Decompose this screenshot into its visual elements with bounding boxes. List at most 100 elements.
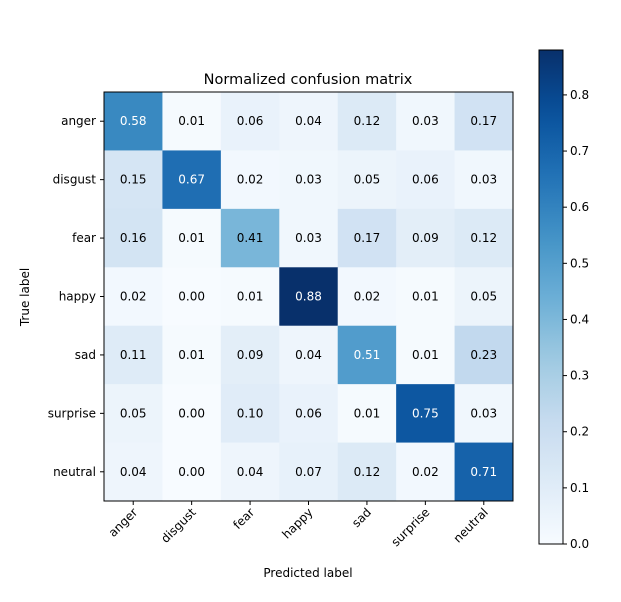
colorbar-tick-label: 0.3 <box>570 369 589 383</box>
cell-value-label: 0.16 <box>120 231 147 245</box>
cell-value-label: 0.71 <box>470 465 497 479</box>
cell-value-label: 0.04 <box>237 465 264 479</box>
y-axis-ticks: anger disgust fear happy sad surprise neutral <box>48 114 104 479</box>
heatmap-cell <box>162 92 222 151</box>
heatmap-cell <box>220 384 280 444</box>
heatmap-cell <box>279 325 339 385</box>
heatmap-cell <box>220 325 280 385</box>
cell-value-label: 0.02 <box>412 465 439 479</box>
heatmap-cell <box>337 150 397 210</box>
heatmap-cell <box>396 325 456 385</box>
cell-value-label: 0.11 <box>120 348 147 362</box>
cell-value-label: 0.12 <box>354 465 381 479</box>
cell-value-label: 0.05 <box>120 406 147 420</box>
heatmap-cell <box>396 208 456 268</box>
y-tick-label: anger <box>61 114 96 128</box>
cell-value-label: 0.12 <box>354 114 381 128</box>
x-axis-label: Predicted label <box>263 566 352 580</box>
x-tick-label: happy <box>279 505 315 541</box>
cell-value-label: 0.17 <box>470 114 497 128</box>
heatmap-cell <box>220 267 280 327</box>
cell-value-label: 0.03 <box>470 406 497 420</box>
heatmap-cell <box>337 384 397 444</box>
heatmap-cell <box>396 150 456 210</box>
cell-value-label: 0.06 <box>295 406 322 420</box>
cell-value-label: 0.01 <box>237 290 264 304</box>
heatmap-cell <box>104 267 163 327</box>
cell-value-label: 0.04 <box>295 114 322 128</box>
heatmap-cell <box>454 442 514 502</box>
colorbar-tick-label: 0.8 <box>570 88 589 102</box>
y-axis-label: True label <box>18 268 32 327</box>
heatmap-cell <box>396 267 456 327</box>
heatmap-cell <box>162 267 222 327</box>
cell-value-label: 0.07 <box>295 465 322 479</box>
heatmap-cell <box>220 208 280 268</box>
heatmap-cell <box>104 208 163 268</box>
cell-value-label: 0.10 <box>237 406 264 420</box>
heatmap-cell <box>396 92 456 151</box>
x-axis-ticks: anger disgust fear happy sad surprise neutral <box>106 501 491 549</box>
heatmap-cell <box>104 92 163 151</box>
heatmap-cell <box>104 150 163 210</box>
cell-value-label: 0.09 <box>412 231 439 245</box>
y-tick-label: happy <box>59 290 96 304</box>
cell-value-label: 0.00 <box>178 406 205 420</box>
heatmap-cell <box>162 442 222 502</box>
cell-value-label: 0.06 <box>237 114 264 128</box>
cell-value-label: 0.58 <box>120 114 147 128</box>
heatmap-cell <box>220 442 280 502</box>
cell-value-label: 0.01 <box>412 290 439 304</box>
x-tick-label: sad <box>349 505 374 530</box>
cell-value-label: 0.04 <box>120 465 147 479</box>
heatmap-cell <box>104 325 163 385</box>
heatmap-cell <box>337 442 397 502</box>
heatmap-cell <box>454 325 514 385</box>
colorbar-tick-label: 0.1 <box>570 481 589 495</box>
cell-value-label: 0.12 <box>470 231 497 245</box>
x-tick-label: fear <box>230 505 257 532</box>
y-tick-label: fear <box>72 231 96 245</box>
cell-value-label: 0.01 <box>354 406 381 420</box>
cell-value-label: 0.51 <box>354 348 381 362</box>
x-tick-label: neutral <box>451 505 491 545</box>
cell-value-label: 0.02 <box>237 173 264 187</box>
heatmap-cell <box>220 150 280 210</box>
heatmap-cell <box>454 208 514 268</box>
heatmap-cell <box>337 208 397 268</box>
cell-value-label: 0.01 <box>178 231 205 245</box>
cell-value-label: 0.03 <box>295 173 322 187</box>
colorbar-tick-label: 0.0 <box>570 537 589 551</box>
heatmap-cell <box>162 150 222 210</box>
colorbar-tick-label: 0.2 <box>570 425 589 439</box>
cell-value-label: 0.15 <box>120 173 147 187</box>
heatmap-cell <box>279 92 339 151</box>
cell-value-label: 0.03 <box>470 173 497 187</box>
heatmap-cell <box>279 442 339 502</box>
heatmap-cell <box>337 267 397 327</box>
heatmap-cell <box>279 267 339 327</box>
heatmap-cell <box>279 384 339 444</box>
colorbar-tick-label: 0.6 <box>570 200 589 214</box>
heatmap-cell <box>104 384 163 444</box>
colorbar-tick-label: 0.7 <box>570 144 589 158</box>
cell-value-label: 0.01 <box>178 114 205 128</box>
cell-value-label: 0.00 <box>178 465 205 479</box>
y-tick-label: neutral <box>53 465 96 479</box>
cell-value-label: 0.03 <box>412 114 439 128</box>
cell-value-label: 0.09 <box>237 348 264 362</box>
heatmap-cell <box>162 384 222 444</box>
x-tick-label: surprise <box>388 505 432 549</box>
heatmap-cell <box>162 325 222 385</box>
heatmap-cell <box>454 150 514 210</box>
cell-value-label: 0.75 <box>412 406 439 420</box>
cell-value-label: 0.04 <box>295 348 322 362</box>
heatmap-cell <box>454 92 514 151</box>
heatmap-cell <box>104 442 163 502</box>
chart-title: Normalized confusion matrix <box>204 72 413 88</box>
cell-value-label: 0.88 <box>295 290 322 304</box>
x-tick-label: disgust <box>158 505 199 546</box>
cell-value-label: 0.05 <box>470 290 497 304</box>
heatmap-cell <box>454 384 514 444</box>
